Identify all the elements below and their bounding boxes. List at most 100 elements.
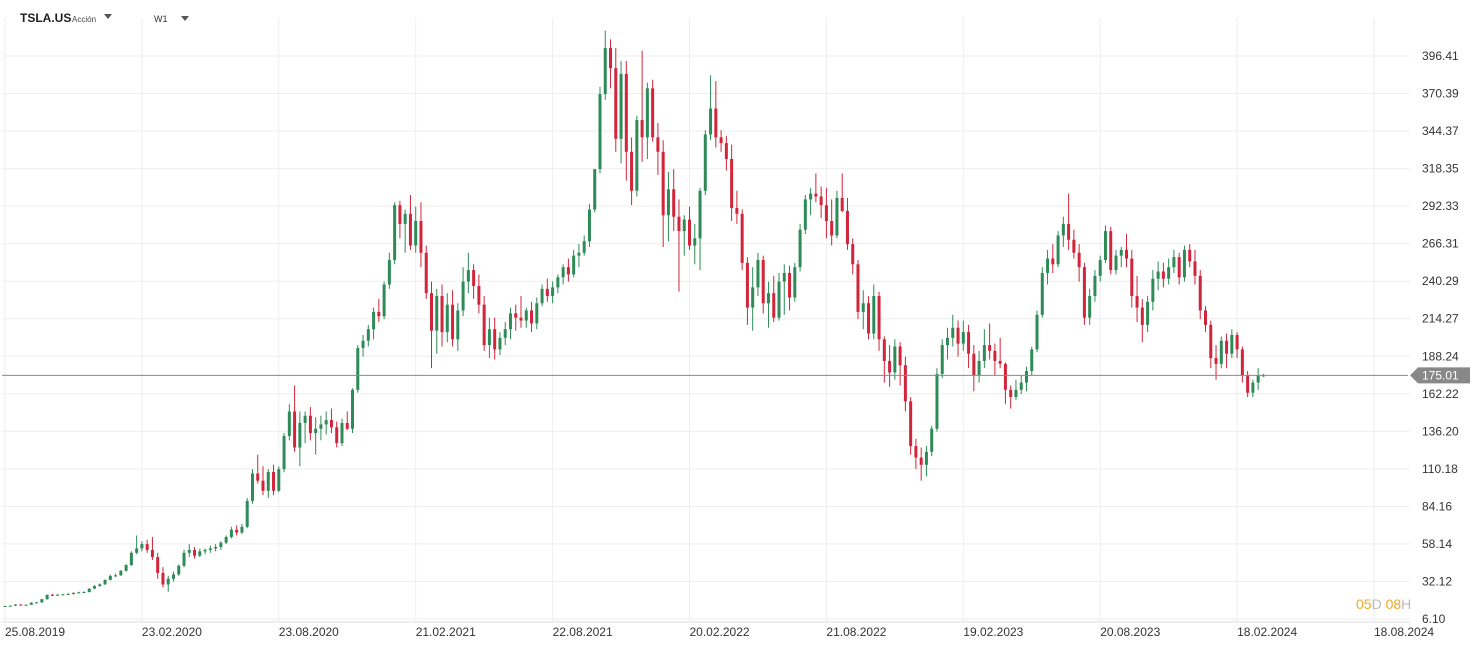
candle-body [466,270,470,282]
candle [598,86,602,174]
timeframe-selector[interactable]: W1 [154,14,168,24]
symbol-dropdown-chevron-down-icon[interactable] [104,14,112,19]
candle-body [540,288,544,304]
candle [593,169,597,213]
candle [235,525,239,536]
candle [745,257,749,325]
candle [1014,379,1018,400]
candle [14,604,18,607]
candle [19,603,23,606]
candle [1161,262,1165,288]
candle-body [1182,249,1186,278]
candle-body [814,193,818,197]
candle [703,130,707,196]
candle-body [682,219,686,232]
candle-body [203,549,207,552]
candle [335,421,339,448]
y-tick-label: 318.35 [1422,162,1459,176]
candle [461,267,465,317]
candle-body [619,73,623,139]
candle-body [71,592,75,594]
candle [87,588,91,593]
candle [356,345,360,393]
candle-body [1146,301,1150,325]
candle-body [656,137,660,152]
candle [440,284,444,347]
candle-body [451,304,455,340]
candle [277,466,281,493]
candle-body [414,221,418,246]
candle [977,350,981,383]
candle [614,47,618,152]
candle [998,337,1002,369]
candle-body [198,551,202,556]
candle-body [119,570,123,576]
candle [508,307,512,340]
candle-body [8,605,12,607]
candle-body [145,544,149,550]
candle [603,30,607,100]
candle-body [582,241,586,253]
timeframe-chevron-down-icon[interactable] [181,16,189,21]
candle [119,570,123,576]
candle [782,264,786,315]
candle-body [19,604,23,606]
candle-body [703,134,707,191]
candle-body [1109,231,1113,271]
candle [387,252,391,289]
candle-body [177,565,181,575]
candle [382,281,386,320]
x-tick-label: 20.02.2022 [690,625,750,639]
candle [351,388,355,434]
candle [519,296,523,328]
candle [1088,288,1092,325]
candle-body [551,287,555,297]
countdown-hours: 08 [1385,596,1402,612]
candle-body [124,565,128,571]
candle [909,397,913,455]
candle [1103,225,1107,263]
candle [793,262,797,302]
candle [988,323,992,360]
candle [393,202,397,265]
candle-body [1072,239,1076,253]
candle [1188,244,1192,268]
candle [1182,245,1186,282]
candle-body [587,209,591,242]
candle-body [440,296,444,333]
candle-body [977,360,981,376]
candle [377,298,381,323]
candle [798,223,802,272]
candle-body [798,229,802,268]
candle [1125,234,1129,268]
candle-body [577,252,581,256]
candle [898,342,902,386]
candle [219,541,223,550]
candle-body [456,310,460,340]
candle-body [1167,267,1171,279]
candle-body [445,304,449,333]
candle-body [235,529,239,533]
candle [993,343,997,376]
candle [1204,306,1208,333]
candle-body [645,88,649,138]
candle-body [1256,375,1260,383]
candle-body [29,602,33,605]
candle [82,591,86,594]
candle-body [630,151,634,191]
candle [150,536,154,561]
candle [408,195,412,250]
candle-body [898,346,902,366]
symbol-label[interactable]: TSLA.US [20,11,72,25]
x-tick-label: 20.08.2023 [1100,625,1160,639]
y-tick-label: 84.16 [1422,499,1452,513]
countdown-hours-unit: H [1401,596,1412,612]
candle-body [940,345,944,374]
candle-body [14,604,18,606]
candle-body [819,196,823,206]
candle-body [1251,382,1255,393]
candle [572,249,576,278]
candle [366,324,370,347]
candle [1114,249,1118,275]
